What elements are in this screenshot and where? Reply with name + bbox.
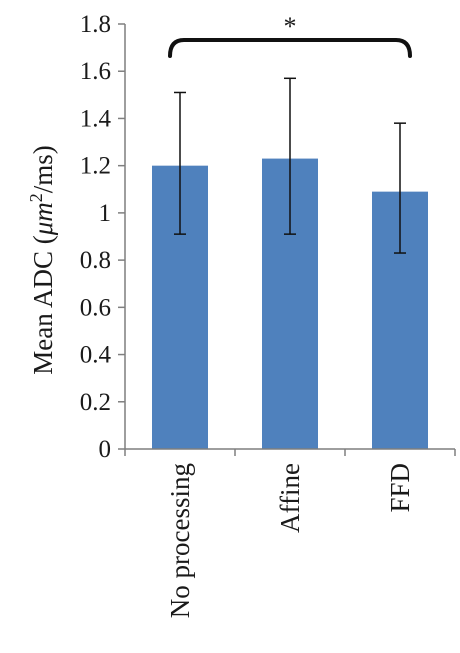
y-axis-title: Mean ADC (μm2/ms) bbox=[26, 145, 58, 375]
y-tick-label: 1.6 bbox=[80, 58, 111, 85]
y-tick-label: 1.2 bbox=[80, 153, 111, 180]
y-tick-label: 1 bbox=[99, 200, 112, 227]
y-axis-title-tail: /ms) bbox=[28, 145, 58, 193]
x-category-label: No processing bbox=[165, 463, 195, 618]
y-tick-label: 0.2 bbox=[80, 389, 111, 416]
x-category-label: Affine bbox=[275, 463, 305, 533]
error-bars bbox=[174, 77, 406, 254]
x-axis-labels: No processing Affine FFD bbox=[165, 463, 415, 618]
x-category-label: FFD bbox=[385, 463, 415, 513]
y-tick-label: 0.6 bbox=[80, 294, 111, 321]
y-tick-label: 1.4 bbox=[80, 105, 112, 132]
y-axis-title-main: Mean ADC ( bbox=[28, 235, 58, 374]
y-tick-label: 0.4 bbox=[80, 342, 112, 369]
significance-bracket-line bbox=[168, 38, 412, 58]
y-tick-label: 0 bbox=[99, 436, 112, 463]
significance-bracket: * bbox=[168, 12, 412, 58]
svg-text:Mean ADC (μm2/ms): Mean ADC (μm2/ms) bbox=[26, 145, 58, 375]
axes bbox=[124, 24, 456, 456]
y-tick-label: 1.8 bbox=[80, 11, 111, 38]
y-axis-ticks: 0 0.2 0.4 0.6 0.8 1 1.2 1.4 1.6 1.8 bbox=[80, 11, 125, 463]
y-tick-label: 0.8 bbox=[80, 247, 111, 274]
significance-label: * bbox=[284, 12, 297, 41]
y-axis-title-unit: μm bbox=[28, 202, 58, 236]
y-axis-title-superscript: 2 bbox=[26, 193, 46, 202]
